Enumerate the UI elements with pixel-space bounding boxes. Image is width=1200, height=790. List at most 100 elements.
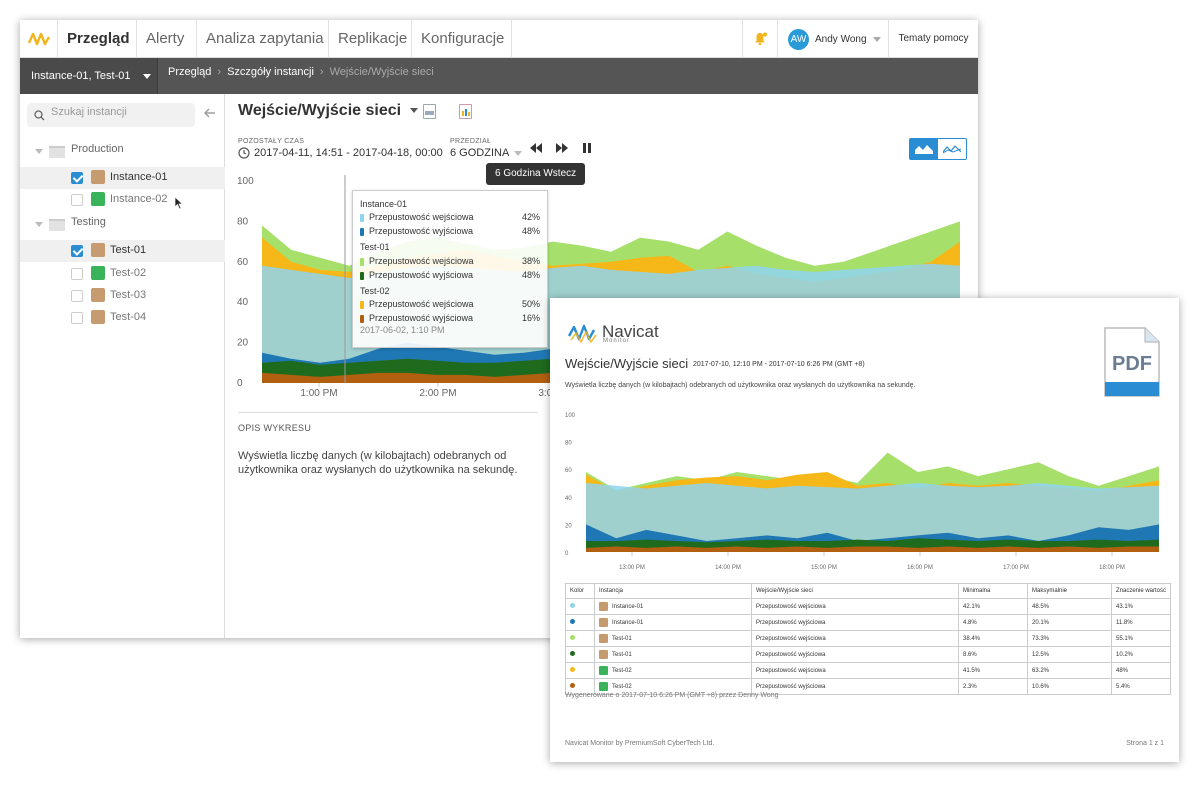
checkbox-checked[interactable] [71, 172, 83, 184]
user-menu[interactable]: AW Andy Wong [777, 20, 888, 58]
table-row: Test-01 Przepustowość wejściowa 38.4% 73.3%… [565, 630, 1172, 647]
chart-hover-tooltip: Instance-01 Przepustowość wejściowa 42% P… [352, 190, 548, 348]
pdf-file-icon: PDF [1104, 327, 1160, 397]
stacked-area-view-icon[interactable] [910, 139, 939, 159]
instance-name: Test-01 [110, 244, 147, 256]
legend-swatch [360, 315, 364, 323]
series-color-dot [570, 603, 575, 608]
pdf-brand-sub: Monitor [603, 338, 631, 344]
breadcrumb-overview[interactable]: Przegląd [168, 66, 212, 78]
series-color-dot [570, 667, 575, 672]
export-report-icon[interactable] [459, 104, 472, 119]
table-cell: Przepustowość wejściowa [751, 598, 959, 615]
x-tick-label: 18:00 PM [1099, 565, 1125, 571]
search-input[interactable]: Szukaj instancji [27, 103, 195, 127]
fast-forward-icon[interactable] [555, 142, 569, 154]
table-cell: Przepustowość wyjściowa [751, 678, 959, 695]
sidebar-item-instance-02[interactable]: Instance-02 [20, 189, 225, 211]
export-pdf-icon[interactable] [423, 104, 436, 119]
instance-name: Test-02 [110, 267, 147, 279]
tab-query-analyzer[interactable]: Analiza zapytania [197, 20, 329, 58]
time-range-value[interactable]: 2017-04-11, 14:51 - 2017-04-18, 00:00 [254, 147, 443, 159]
group-production[interactable]: Production [20, 141, 225, 163]
tab-overview[interactable]: Przegląd [58, 20, 137, 58]
table-cell: 4.8% [958, 614, 1028, 631]
collapse-sidebar-icon[interactable] [204, 108, 216, 118]
table-cell-text: Test-02 [612, 684, 632, 691]
mysql-instance-icon [91, 310, 105, 324]
table-cell [565, 598, 595, 615]
tooltip-row-label: Przepustowość wejściowa [369, 212, 474, 222]
navigation-tooltip: 6 Godzina Wstecz [486, 163, 586, 185]
y-tick-label: 40 [237, 297, 249, 308]
checkbox[interactable] [71, 290, 83, 302]
sidebar-item-instance-01[interactable]: Instance-01 [20, 167, 225, 189]
interval-select[interactable]: 6 GODZINA [450, 147, 523, 159]
help-topics-link[interactable]: Tematy pomocy [888, 20, 978, 58]
chart-view-toggle[interactable] [909, 138, 967, 160]
y-tick-label: 100 [565, 413, 576, 419]
checkbox[interactable] [71, 268, 83, 280]
x-tick-label: 1:00 PM [300, 388, 337, 399]
table-cell: Przepustowość wejściowa [751, 630, 959, 647]
sidebar-item-test-02[interactable]: Test-02 [20, 263, 225, 285]
page-title[interactable]: Wejście/Wyjście sieci [238, 102, 418, 120]
checkbox-checked[interactable] [71, 245, 83, 257]
table-cell: Test-02 [594, 662, 752, 679]
interval-label: PRZEDZIAŁ [450, 138, 492, 145]
table-cell: 55.1% [1110, 630, 1172, 647]
x-tick-label: 2:00 PM [419, 388, 456, 399]
group-testing[interactable]: Testing [20, 214, 225, 236]
instance-icon [599, 602, 608, 611]
column-header: Instancja [594, 583, 752, 599]
sidebar-item-test-04[interactable]: Test-04 [20, 307, 225, 329]
column-header: Minimalna [958, 583, 1028, 599]
legend-swatch [360, 301, 364, 309]
breadcrumb-instance-details[interactable]: Szczgóły instancji [227, 66, 314, 78]
clock-icon [238, 147, 250, 159]
series-color-dot [570, 635, 575, 640]
table-cell: 5.4% [1110, 678, 1172, 695]
tab-replication[interactable]: Replikacje [329, 20, 412, 58]
y-tick-label: 0 [237, 378, 243, 389]
tooltip-row: Przepustowość wyjściowa 16% [360, 313, 540, 325]
pdf-report-description: Wyświetla liczbę danych (w kilobajtach) … [565, 382, 916, 389]
range-label: POZOSTAŁY CZAS [238, 138, 305, 145]
table-cell: 12.5% [1027, 646, 1112, 663]
tooltip-instance-name: Test-01 [360, 242, 390, 252]
chevron-down-icon [142, 73, 151, 79]
pdf-footer: Navicat Monitor by PremiumSoft CyberTech… [565, 740, 715, 747]
pdf-brand: Navicat [602, 322, 659, 341]
pause-icon[interactable] [582, 142, 592, 154]
table-cell: Instance-01 [594, 598, 752, 615]
navicat-logo-icon[interactable] [20, 20, 58, 58]
tab-alerts[interactable]: Alerty [137, 20, 197, 58]
pdf-page-number: Strona 1 z 1 [1126, 740, 1164, 747]
checkbox[interactable] [71, 312, 83, 324]
page-title-text: Wejście/Wyjście sieci [238, 102, 402, 119]
instance-sidebar: Szukaj instancji Production Instance-01 … [20, 94, 225, 638]
interval-value: 6 GODZINA [450, 147, 510, 159]
mariadb-instance-icon [91, 192, 105, 206]
sidebar-item-test-03[interactable]: Test-03 [20, 285, 225, 307]
table-cell-text: Test-01 [612, 636, 632, 643]
mouse-cursor-icon [174, 196, 184, 210]
table-cell: 41.5% [958, 662, 1028, 679]
tab-configuration[interactable]: Konfiguracje [412, 20, 512, 58]
line-area-view-icon[interactable] [938, 139, 966, 159]
table-row: Test-02 Przepustowość wejściowa 41.5% 63.2%… [565, 662, 1172, 679]
pdf-badge-text: PDF [1112, 353, 1152, 375]
breadcrumb-current: Wejście/Wyjście sieci [329, 66, 434, 78]
rewind-icon[interactable] [529, 142, 543, 154]
checkbox[interactable] [71, 194, 83, 206]
instance-selector[interactable]: Instance-01, Test-01 [20, 58, 158, 94]
chevron-down-icon [872, 36, 881, 42]
tooltip-instance-name: Test-02 [360, 286, 390, 296]
divider [238, 412, 538, 413]
sidebar-item-test-01[interactable]: Test-01 [20, 240, 225, 262]
table-cell-text: Instance-01 [612, 620, 644, 627]
navicat-logo-icon [567, 324, 597, 343]
notification-bell-icon[interactable] [742, 20, 777, 58]
legend-swatch [360, 214, 364, 222]
tooltip-row: Przepustowość wyjściowa 48% [360, 226, 540, 238]
